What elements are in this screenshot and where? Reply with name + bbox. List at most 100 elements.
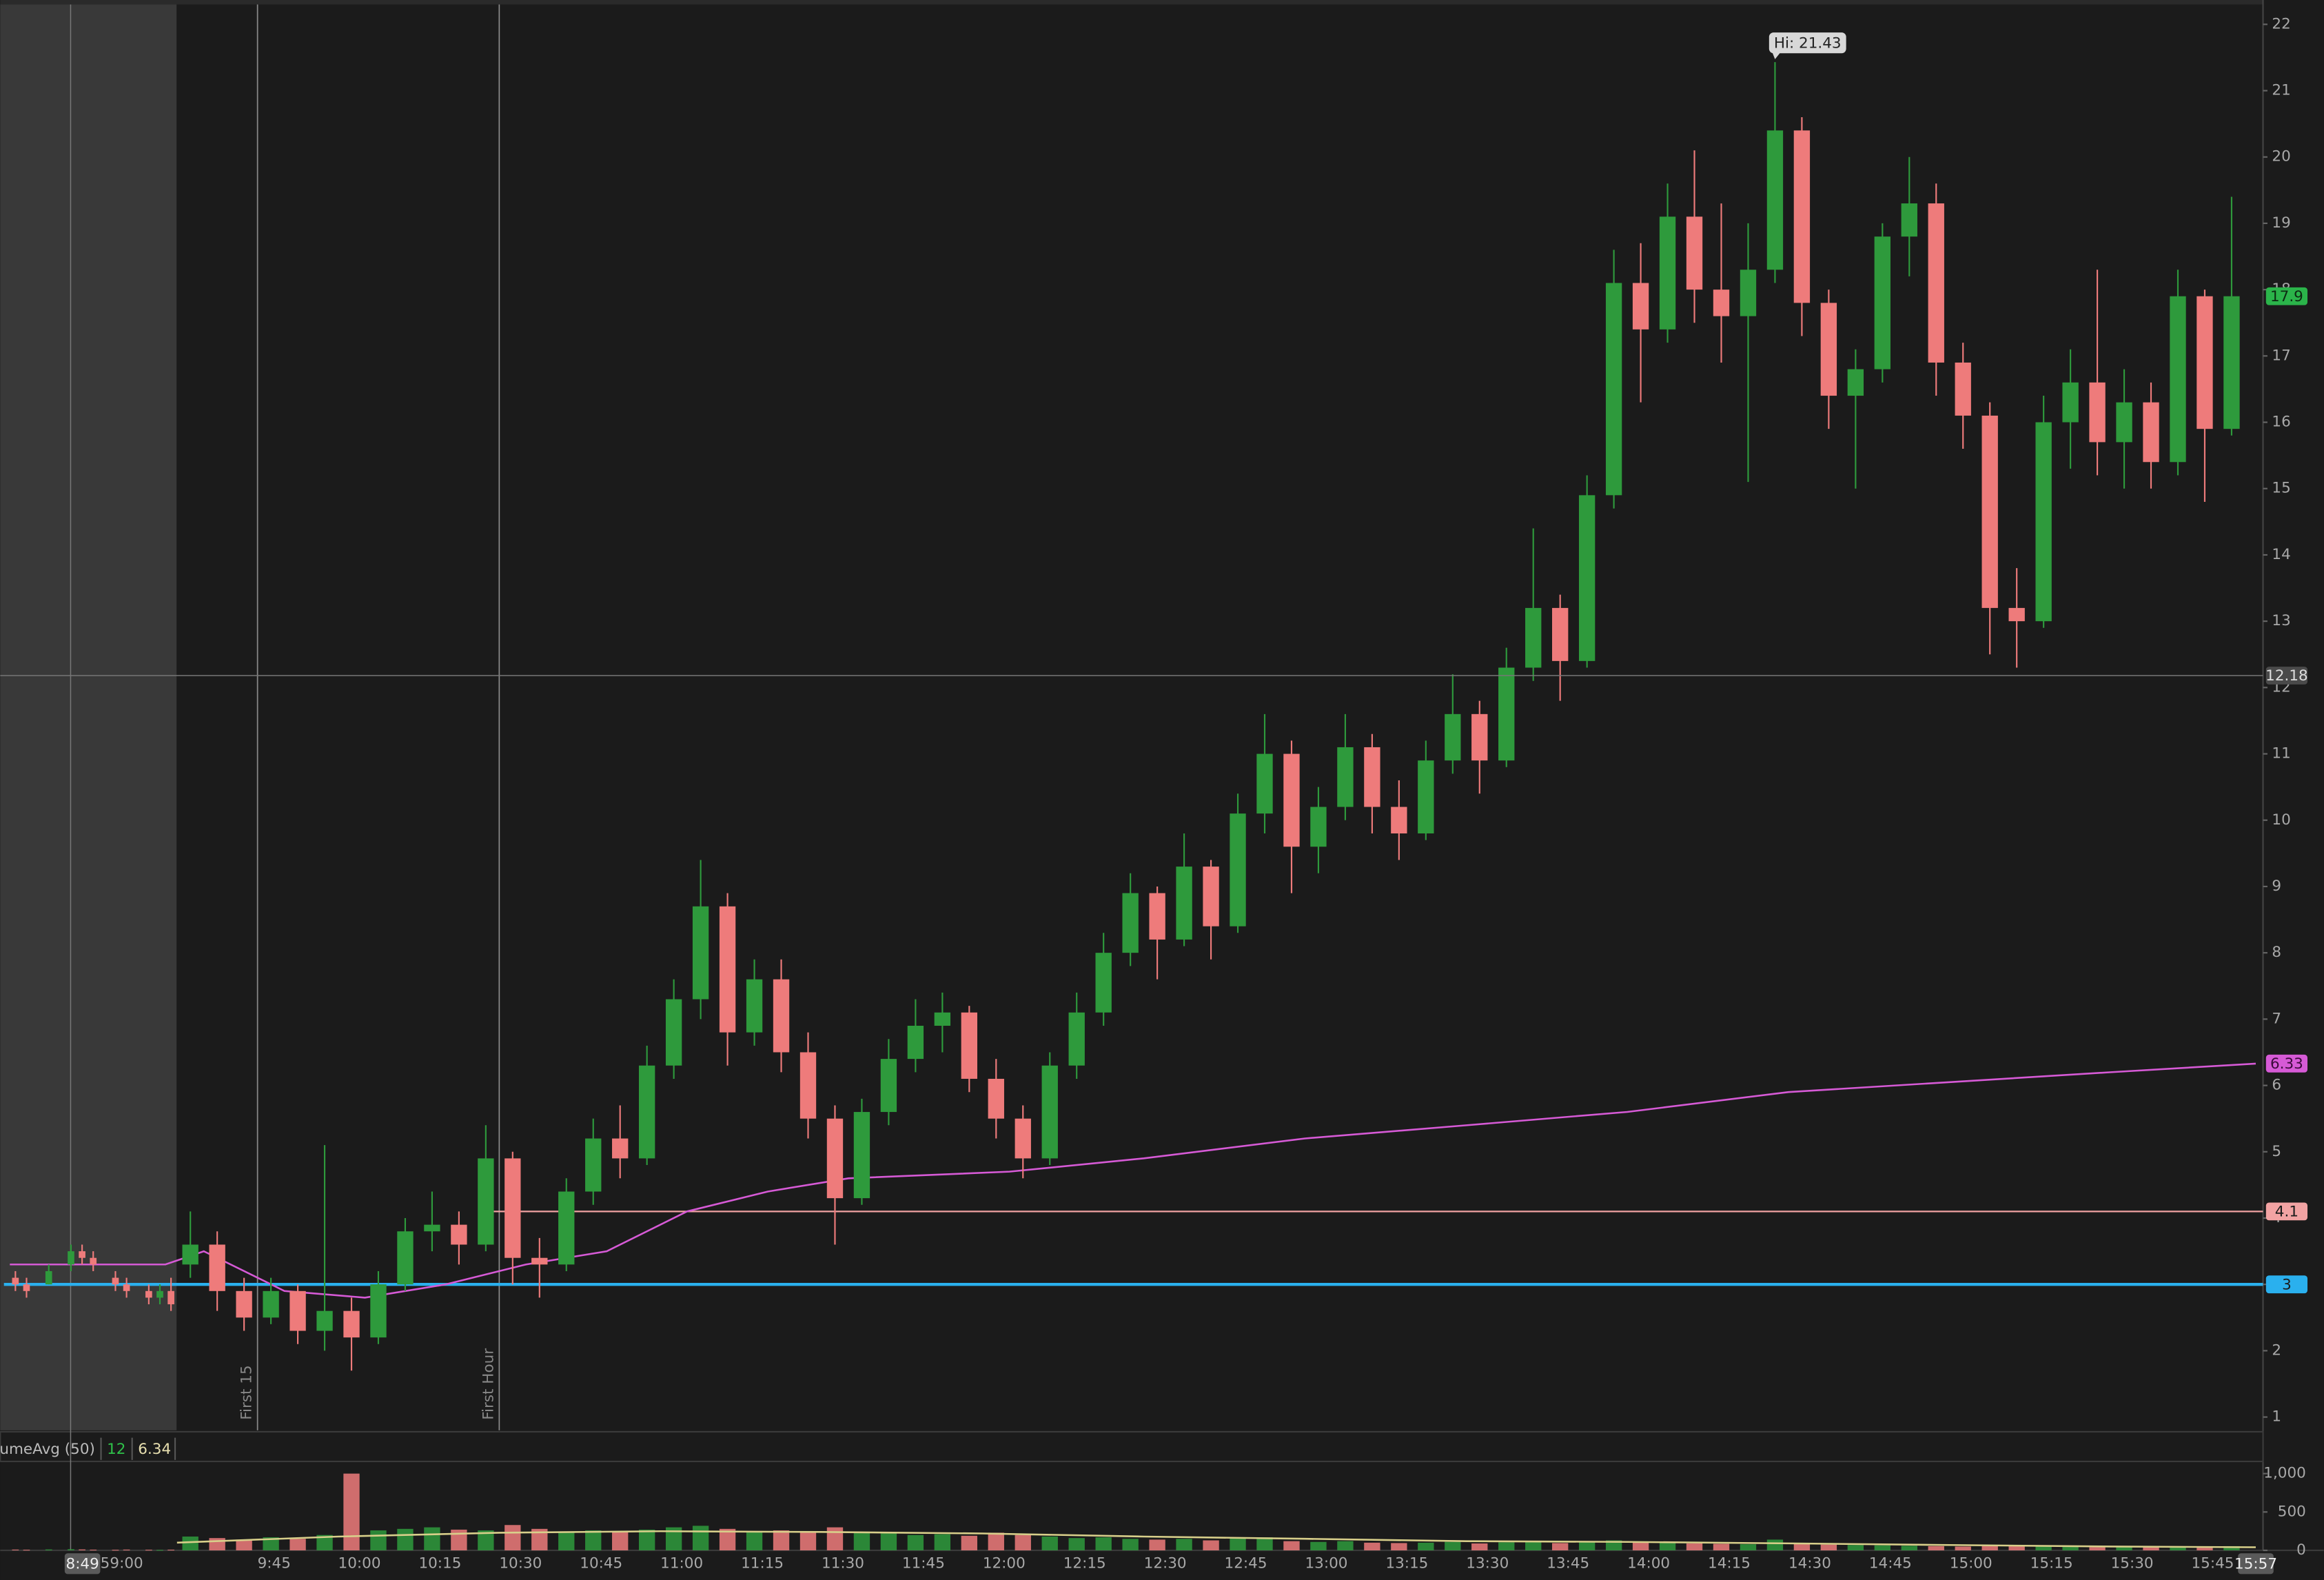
- volume-bar: [2062, 1546, 2079, 1550]
- volume-bar: [2196, 1546, 2213, 1550]
- x-tick-label: 13:30: [1466, 1554, 1509, 1572]
- candle-body: [370, 1284, 387, 1338]
- candle-body: [1230, 813, 1246, 926]
- volume-bar: [2223, 1546, 2240, 1550]
- volume-bar: [504, 1525, 521, 1550]
- volume-bar: [692, 1526, 709, 1550]
- candle-body: [585, 1138, 602, 1192]
- candle-body: [289, 1290, 306, 1331]
- volume-bar: [1874, 1545, 1890, 1550]
- y-tick-label: 14: [2272, 546, 2290, 563]
- candle-body: [90, 1257, 97, 1265]
- volume-bar: [68, 1549, 74, 1550]
- x-tick-label: 14:00: [1627, 1554, 1670, 1572]
- candle-body: [1095, 953, 1112, 1013]
- candle-body: [112, 1277, 119, 1285]
- candle-body: [1149, 893, 1165, 940]
- x-tick-label: 11:30: [822, 1554, 864, 1572]
- crosshair-time-box: [64, 1553, 101, 1574]
- volume-bar: [1901, 1546, 1917, 1550]
- x-tick-label: 14:30: [1788, 1554, 1831, 1572]
- candle-body: [343, 1310, 360, 1338]
- candle-body: [1498, 667, 1515, 761]
- volume-bar: [1149, 1539, 1165, 1550]
- candle-body: [1578, 495, 1596, 661]
- volume-bar: [1068, 1538, 1085, 1550]
- candle-body: [853, 1112, 870, 1199]
- y-tick-label: 22: [2272, 15, 2290, 32]
- candle-body: [1041, 1065, 1058, 1159]
- candle-body: [2223, 296, 2240, 429]
- volume-bar: [907, 1535, 924, 1550]
- volume-bar: [1337, 1541, 1354, 1550]
- volume-bar: [209, 1538, 225, 1550]
- candle-body: [531, 1257, 548, 1265]
- candle-body: [1176, 867, 1192, 940]
- candle-body: [68, 1251, 74, 1265]
- volume-bar: [1955, 1546, 1971, 1550]
- volume-bar: [316, 1535, 333, 1550]
- volume-bar: [1552, 1543, 1569, 1550]
- marker-label: First Hour: [480, 1348, 497, 1420]
- candle-body: [451, 1224, 467, 1245]
- volume-bar: [880, 1533, 897, 1550]
- y-tick-label: 11: [2272, 745, 2290, 762]
- volume-bar: [1605, 1540, 1622, 1550]
- y-tick-label: 13: [2272, 612, 2290, 629]
- candle-body: [558, 1191, 575, 1265]
- y-tick-label: 6: [2272, 1077, 2281, 1094]
- volume-tick-label: 500: [2278, 1503, 2306, 1520]
- volume-bar: [370, 1530, 387, 1550]
- x-tick-label: 14:45: [1869, 1554, 1912, 1572]
- y-tick-label: 15: [2272, 480, 2290, 497]
- candle-body: [1766, 130, 1784, 270]
- volume-avg-line: [176, 1530, 2256, 1548]
- candle-body: [12, 1277, 19, 1285]
- y-tick-label: 10: [2272, 811, 2290, 829]
- candle-body: [1632, 283, 1649, 330]
- volume-bar: [2089, 1547, 2106, 1550]
- volume-bar: [1928, 1546, 1944, 1550]
- candle-body: [2170, 296, 2186, 463]
- x-tick-label: 13:15: [1385, 1554, 1428, 1572]
- volume-bar: [1364, 1542, 1380, 1550]
- volume-bar: [1981, 1546, 1998, 1550]
- volume-bar: [451, 1529, 467, 1550]
- volume-bar: [1686, 1543, 1703, 1550]
- volume-bar: [934, 1534, 951, 1550]
- volume-bar: [182, 1536, 198, 1550]
- x-tick-label: 9:45: [258, 1554, 291, 1572]
- candle-body: [961, 1012, 978, 1079]
- x-tick-label: 15:15: [2030, 1554, 2073, 1572]
- level-tag: 4.1: [2275, 1203, 2298, 1220]
- candle-body: [907, 1025, 924, 1060]
- volume-average: 6.34: [138, 1441, 171, 1458]
- candle-body: [1713, 290, 1730, 316]
- x-tick-label: 10:45: [580, 1554, 622, 1572]
- candle-body: [1820, 303, 1837, 396]
- volume-bar: [1256, 1537, 1273, 1550]
- volume-bar: [1310, 1541, 1327, 1550]
- volume-bar: [2008, 1546, 2025, 1550]
- last-time-box: [2238, 1553, 2274, 1574]
- candle-body: [880, 1059, 897, 1113]
- candle-body: [156, 1290, 163, 1298]
- candle-body: [167, 1290, 174, 1305]
- volume-bar: [1525, 1541, 1542, 1550]
- candle-body: [746, 979, 763, 1033]
- volume-bar: [1283, 1541, 1300, 1550]
- volume-bar: [1659, 1542, 1676, 1550]
- candle-body: [1928, 203, 1944, 363]
- volume-bar: [1015, 1535, 1031, 1550]
- volume-bar: [826, 1527, 844, 1550]
- candle-body: [145, 1290, 152, 1298]
- volume-bar: [1471, 1543, 1488, 1550]
- candle-body: [2062, 382, 2079, 423]
- level-tag-box: [2265, 1202, 2308, 1221]
- vwap-tag: 6.33: [2270, 1055, 2303, 1073]
- candle-body: [182, 1244, 198, 1265]
- last-time: 15:57: [2234, 1555, 2277, 1572]
- candle-body: [1015, 1118, 1031, 1159]
